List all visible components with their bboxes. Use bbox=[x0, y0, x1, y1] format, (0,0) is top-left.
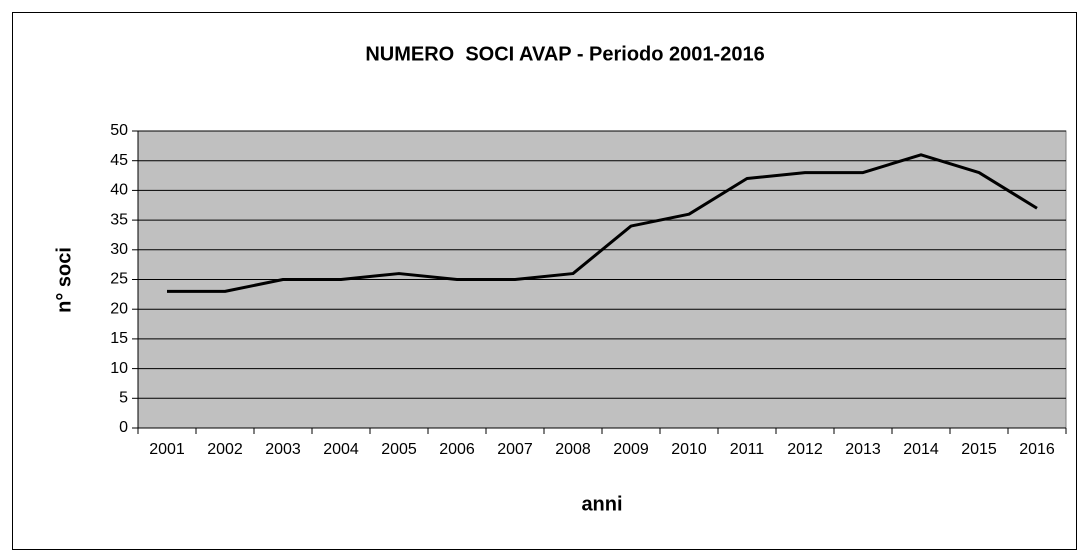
data-line bbox=[167, 153, 1038, 293]
y-tick-label: 10 bbox=[110, 360, 128, 377]
x-tick-label: 2008 bbox=[555, 441, 591, 458]
chart-title: NUMERO SOCI AVAP - Periodo 2001-2016 bbox=[365, 43, 764, 65]
x-tick-label: 2015 bbox=[961, 441, 997, 458]
y-tick-label: 5 bbox=[119, 390, 128, 407]
y-tick-label: 15 bbox=[110, 330, 128, 347]
x-tick-label: 2005 bbox=[381, 441, 417, 458]
y-tick-label: 45 bbox=[110, 152, 128, 169]
x-tick-label: 2013 bbox=[845, 441, 881, 458]
y-tick-label: 0 bbox=[119, 419, 128, 436]
x-tick-label: 2004 bbox=[323, 441, 359, 458]
x-tick-label: 2010 bbox=[671, 441, 707, 458]
y-tick-label: 25 bbox=[110, 271, 128, 288]
x-tick-label: 2007 bbox=[497, 441, 533, 458]
y-tick-label: 30 bbox=[110, 241, 128, 258]
y-tick-label: 40 bbox=[110, 182, 128, 199]
x-tick-label: 2012 bbox=[787, 441, 823, 458]
x-tick-label: 2006 bbox=[439, 441, 475, 458]
x-tick-label: 2011 bbox=[730, 441, 765, 458]
x-axis-label: anni bbox=[581, 493, 622, 515]
y-tick-label: 35 bbox=[110, 211, 128, 228]
y-tick-label: 50 bbox=[110, 122, 128, 139]
y-tick-label: 20 bbox=[110, 300, 128, 317]
x-tick-label: 2016 bbox=[1019, 441, 1055, 458]
x-tick-label: 2009 bbox=[613, 441, 649, 458]
y-axis-label: n° soci bbox=[53, 247, 75, 313]
x-tick-label: 2002 bbox=[207, 441, 243, 458]
x-tick-label: 2001 bbox=[149, 441, 185, 458]
x-tick-label: 2003 bbox=[265, 441, 301, 458]
x-tick-label: 2014 bbox=[903, 441, 939, 458]
